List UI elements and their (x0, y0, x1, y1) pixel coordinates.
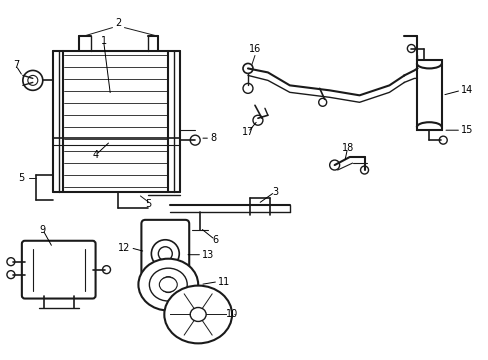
Circle shape (7, 271, 15, 279)
Circle shape (28, 75, 38, 85)
Circle shape (7, 258, 15, 266)
Text: 12: 12 (118, 243, 130, 253)
Circle shape (160, 276, 176, 293)
Circle shape (151, 240, 179, 268)
Bar (416, 60, 441, 130)
Text: 10: 10 (225, 310, 238, 319)
Ellipse shape (149, 268, 187, 301)
Text: 7: 7 (13, 60, 19, 71)
Text: 2: 2 (115, 18, 122, 28)
Circle shape (252, 115, 263, 125)
Text: 14: 14 (460, 85, 472, 95)
Circle shape (360, 166, 368, 174)
Text: 16: 16 (248, 44, 261, 54)
Text: 18: 18 (341, 143, 353, 153)
Ellipse shape (159, 277, 177, 292)
Circle shape (243, 63, 252, 73)
Text: 17: 17 (241, 127, 254, 137)
Circle shape (158, 247, 172, 261)
FancyBboxPatch shape (22, 241, 95, 298)
Circle shape (190, 135, 200, 145)
Text: 8: 8 (210, 133, 216, 143)
Circle shape (407, 45, 414, 53)
Text: 13: 13 (202, 250, 214, 260)
Text: 11: 11 (218, 276, 230, 287)
FancyBboxPatch shape (141, 220, 189, 276)
Circle shape (102, 266, 110, 274)
Text: 5: 5 (145, 199, 151, 209)
Circle shape (23, 71, 42, 90)
Text: 15: 15 (460, 125, 472, 135)
Circle shape (243, 84, 252, 93)
Text: 9: 9 (40, 225, 46, 235)
Text: 1: 1 (100, 36, 106, 46)
Text: 3: 3 (271, 187, 277, 197)
Circle shape (318, 98, 326, 106)
Ellipse shape (138, 259, 198, 310)
Circle shape (438, 136, 447, 144)
Text: 5: 5 (18, 173, 24, 183)
Ellipse shape (190, 307, 206, 321)
Circle shape (329, 160, 339, 170)
Text: 6: 6 (212, 235, 218, 245)
Text: 4: 4 (92, 150, 99, 160)
Ellipse shape (164, 285, 232, 343)
